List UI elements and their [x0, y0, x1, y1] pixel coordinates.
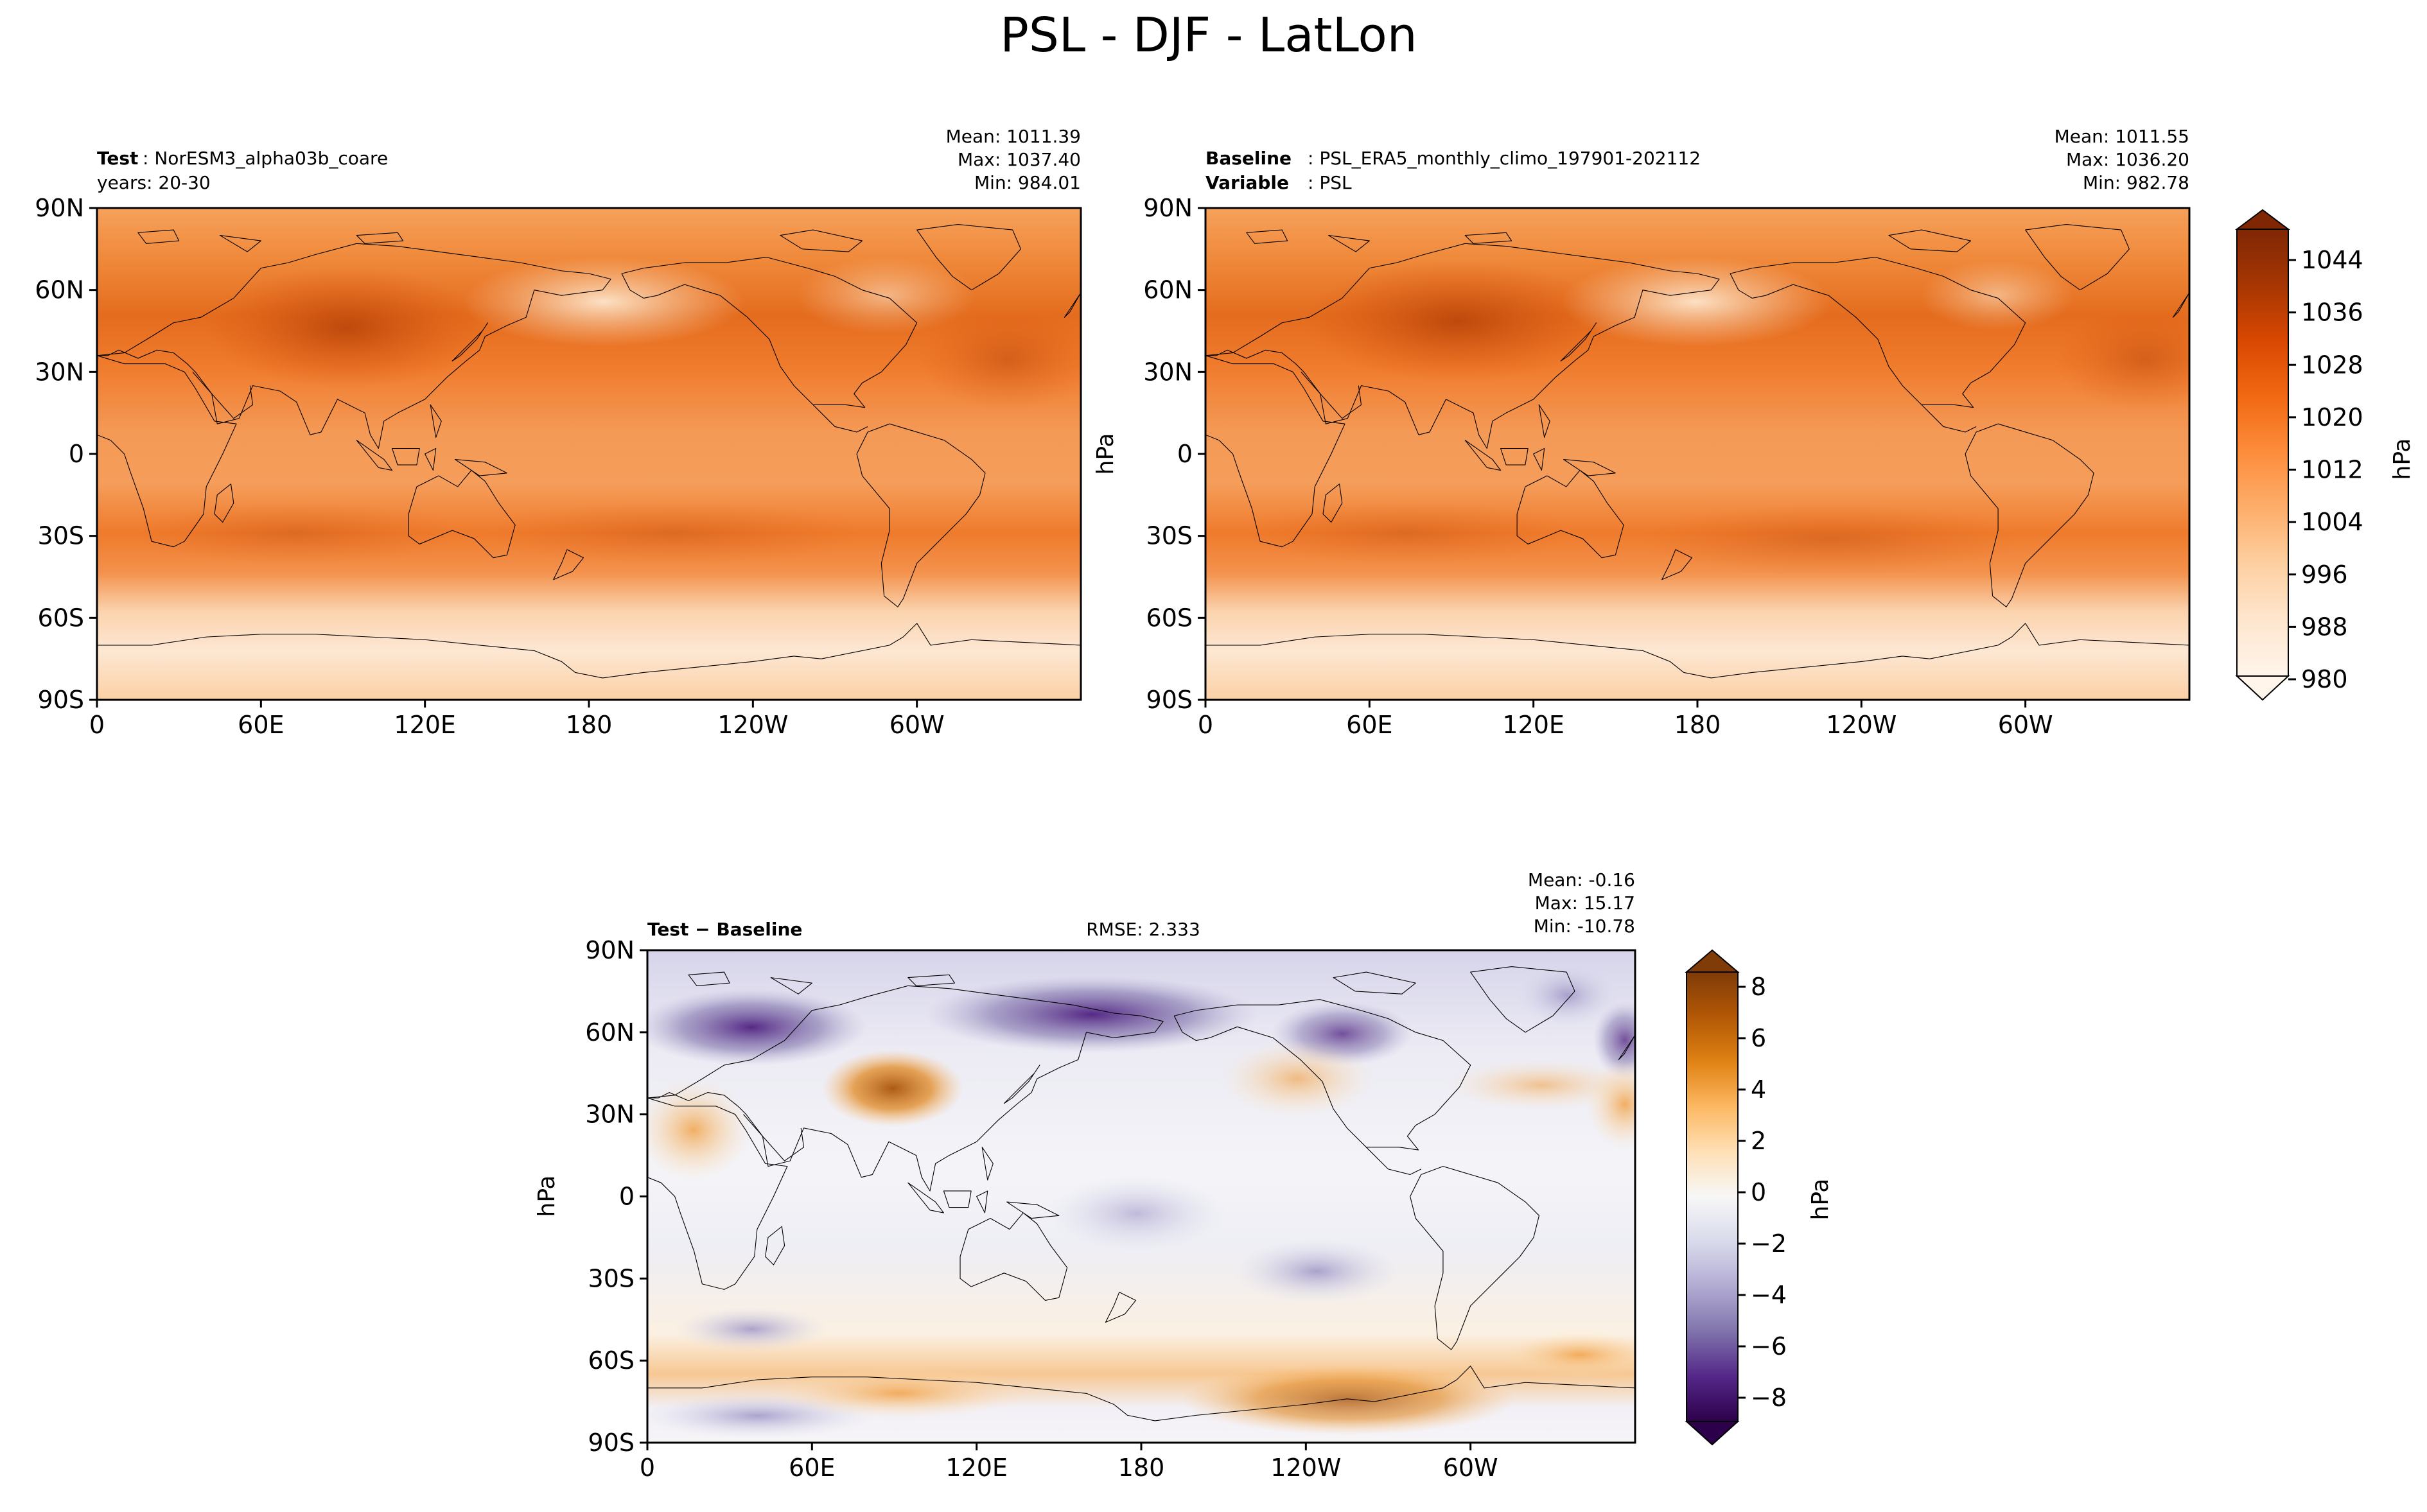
figure-title: PSL - DJF - LatLon [1000, 8, 1417, 63]
baseline-label-text: : PSL_ERA5_monthly_climo_197901-202112 [1308, 148, 1701, 169]
test-mean: Mean: 1011.39 [946, 126, 1081, 147]
diff-lon-tick-label: 60E [789, 1454, 835, 1482]
baseline-lat-tick-label: 90S [1146, 686, 1193, 714]
baseline-lon-tick-label: 60E [1346, 711, 1392, 739]
test-years: years: 20-30 [97, 172, 211, 193]
diff-ylabel: hPa [534, 1176, 560, 1217]
baseline-lat-tick-label: 90N [1143, 194, 1193, 222]
test-lat-tick-label: 60N [35, 276, 84, 304]
psl-colorbar-tick-label: 1036 [2301, 299, 2363, 327]
test-lat-ticks: 90N 60N 30N 0 30S 60S 90S [35, 194, 97, 714]
diff-field [647, 950, 1635, 1443]
test-lon-tick-label: 120W [717, 711, 788, 739]
diff-colorbar-ticks: 8 6 4 2 0 −2 −4 −6 −8 [1738, 973, 1787, 1412]
diff-rmse: RMSE: 2.333 [1086, 919, 1200, 940]
baseline-lon-tick-label: 60W [1998, 711, 2053, 739]
diff-max: Max: 15.17 [1535, 892, 1635, 914]
test-lon-tick-label: 60W [889, 711, 945, 739]
psl-colorbar-tick-label: 1020 [2301, 403, 2363, 431]
diff-colorbar-tick-label: −6 [1751, 1332, 1787, 1360]
diff-lat-tick-label: 90S [588, 1429, 635, 1457]
baseline-lat-ticks: 90N 60N 30N 0 30S 60S 90S [1143, 194, 1205, 714]
test-max: Max: 1037.40 [958, 149, 1081, 170]
diff-colorbar-tick-label: 2 [1751, 1127, 1766, 1155]
psl-colorbar-tick-label: 1044 [2301, 246, 2363, 274]
baseline-lon-tick-label: 180 [1674, 711, 1721, 739]
baseline-lat-tick-label: 0 [1177, 440, 1193, 468]
diff-colorbar-tick-label: −8 [1751, 1384, 1787, 1412]
baseline-lon-tick-label: 120W [1826, 711, 1897, 739]
baseline-lat-tick-label: 30N [1143, 358, 1193, 386]
diff-lat-tick-label: 60N [585, 1018, 635, 1047]
diff-lon-ticks: 0 60E 120E 180 120W 60W [640, 1443, 1498, 1482]
test-lat-tick-label: 30S [38, 522, 84, 550]
test-label-text: : NorESM3_alpha03b_coare [143, 148, 388, 169]
diff-colorbar-tick-label: −4 [1751, 1281, 1787, 1309]
diff-lat-tick-label: 30S [588, 1264, 635, 1292]
baseline-lon-ticks: 0 60E 120E 180 120W 60W [1198, 700, 2053, 739]
test-lon-tick-label: 60E [238, 711, 284, 739]
baseline-variable-text: : PSL [1308, 172, 1352, 193]
baseline-lat-tick-label: 30S [1146, 522, 1193, 550]
psl-colorbar-tick-label: 1012 [2301, 456, 2363, 484]
psl-colorbar-tick-label: 1004 [2301, 508, 2363, 536]
diff-colorbar-tick-label: 0 [1751, 1178, 1766, 1206]
diff-lon-tick-label: 120E [945, 1454, 1008, 1482]
baseline-lon-tick-label: 0 [1198, 711, 1213, 739]
baseline-mean: Mean: 1011.55 [2055, 126, 2189, 147]
baseline-ylabel: hPa [1092, 433, 1119, 475]
diff-lat-ticks: 90N 60N 30N 0 30S 60S 90S [585, 936, 647, 1457]
baseline-label-bold: Baseline [1205, 148, 1292, 169]
panel-test: 90N 60N 30N 0 30S 60S 90S 0 60E 120E 180 120W 60W T… [35, 126, 1082, 739]
diff-lon-tick-label: 120W [1270, 1454, 1341, 1482]
diff-lat-tick-label: 90N [585, 936, 635, 964]
panel-baseline: 90N 60N 30N 0 30S 60S 90S 0 60E 120E 180 120W 60W h… [1092, 126, 2191, 739]
diff-colorbar-label: hPa [1807, 1179, 1834, 1221]
psl-colorbar-tick-label: 980 [2301, 665, 2348, 693]
psl-colorbar: 1044 1036 1028 1020 1012 1004 996 988 980 hPa [2235, 209, 2415, 701]
panel-diff: 90N 60N 30N 0 30S 60S 90S 0 60E 120E 180 120W 60W h… [534, 869, 1636, 1482]
diff-colorbar-tick-label: 6 [1751, 1024, 1766, 1052]
psl-colorbar-tick-label: 996 [2301, 560, 2348, 589]
test-lat-tick-label: 30N [35, 358, 84, 386]
test-lon-tick-label: 180 [566, 711, 613, 739]
baseline-lon-tick-label: 120E [1502, 711, 1564, 739]
test-lat-tick-label: 0 [69, 440, 84, 468]
test-lon-tick-label: 0 [89, 711, 105, 739]
test-lat-tick-label: 60S [38, 604, 84, 632]
diff-label: Test − Baseline [647, 919, 802, 940]
diff-colorbar-tick-label: 4 [1751, 1075, 1766, 1104]
baseline-min: Min: 982.78 [2083, 172, 2189, 193]
psl-colorbar-label: hPa [2389, 439, 2415, 480]
baseline-lat-tick-label: 60N [1143, 276, 1193, 304]
baseline-lat-tick-label: 60S [1146, 604, 1193, 632]
diff-colorbar-tick-label: −2 [1751, 1230, 1787, 1258]
baseline-field [1205, 208, 2189, 700]
diff-lon-tick-label: 0 [640, 1454, 655, 1482]
diff-colorbar-tick-label: 8 [1751, 973, 1766, 1001]
baseline-variable-bold: Variable [1205, 172, 1289, 193]
diff-lat-tick-label: 60S [588, 1346, 635, 1375]
diff-lon-tick-label: 60W [1443, 1454, 1498, 1482]
diff-lat-tick-label: 30N [585, 1100, 635, 1129]
diff-mean: Mean: -0.16 [1528, 869, 1635, 891]
diff-colorbar: 8 6 4 2 0 −2 −4 −6 −8 hPa [1685, 949, 1834, 1446]
diff-min: Min: -10.78 [1534, 916, 1635, 937]
test-label-bold: Test [97, 148, 138, 169]
test-lat-tick-label: 90S [38, 686, 84, 714]
test-lon-ticks: 0 60E 120E 180 120W 60W [89, 700, 945, 739]
test-lat-tick-label: 90N [35, 194, 84, 222]
diff-lon-tick-label: 180 [1118, 1454, 1165, 1482]
baseline-max: Max: 1036.20 [2066, 149, 2189, 170]
psl-colorbar-tick-label: 988 [2301, 613, 2348, 641]
test-lon-tick-label: 120E [394, 711, 456, 739]
diff-lat-tick-label: 0 [619, 1183, 635, 1211]
psl-colorbar-ticks: 1044 1036 1028 1020 1012 1004 996 988 980 [2288, 246, 2363, 693]
test-min: Min: 984.01 [974, 172, 1081, 193]
psl-colorbar-tick-label: 1028 [2301, 351, 2363, 379]
test-field [97, 208, 1081, 700]
